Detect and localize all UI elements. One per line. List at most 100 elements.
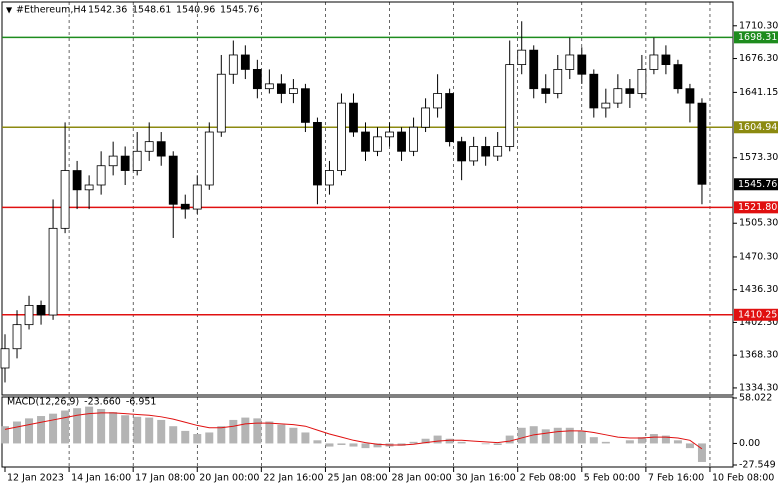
menu-arrow[interactable]: ▼ bbox=[6, 6, 13, 15]
candle-body bbox=[637, 69, 647, 94]
macd-bar bbox=[157, 419, 166, 444]
candle-body bbox=[397, 131, 406, 152]
macd-bar bbox=[373, 443, 382, 448]
macd-bar bbox=[301, 432, 310, 444]
macd-bar bbox=[589, 437, 598, 444]
candle-body bbox=[409, 126, 418, 152]
level-label: 1698.31 bbox=[738, 32, 777, 43]
macd-bar bbox=[673, 440, 682, 444]
macd-bar bbox=[109, 412, 118, 444]
y-tick-label: 1402.30 bbox=[739, 317, 778, 328]
candle-body bbox=[505, 64, 515, 147]
macd-bar bbox=[433, 435, 442, 444]
candle-body bbox=[60, 170, 70, 229]
y-tick-label: 1470.30 bbox=[739, 251, 778, 262]
macd-bar bbox=[169, 426, 178, 444]
macd-bar bbox=[313, 440, 322, 444]
candle-body bbox=[216, 73, 226, 133]
macd-bar bbox=[325, 443, 334, 447]
candle-body bbox=[72, 170, 82, 191]
y-tick-label: 1573.30 bbox=[739, 152, 778, 163]
macd-bar bbox=[181, 430, 190, 444]
candle-body bbox=[517, 49, 527, 66]
candle-body bbox=[325, 170, 334, 186]
header-value: 1548.61 bbox=[132, 5, 171, 16]
candle-body bbox=[493, 146, 503, 157]
macd-bar bbox=[409, 441, 418, 444]
candle-body bbox=[457, 141, 467, 162]
level-label: 1521.80 bbox=[738, 202, 777, 213]
x-tick-label: 28 Jan 00:00 bbox=[392, 473, 452, 484]
macd-bar bbox=[349, 443, 358, 447]
macd-value: -6.951 bbox=[126, 397, 157, 408]
candle-body bbox=[48, 227, 58, 316]
candle-body bbox=[589, 73, 599, 109]
candle-body bbox=[601, 102, 611, 109]
x-tick-label: 5 Feb 00:00 bbox=[584, 473, 640, 484]
candle-body bbox=[337, 102, 346, 171]
y-tick-label: 1368.30 bbox=[739, 350, 778, 361]
x-tick-label: 12 Jan 2023 bbox=[7, 473, 64, 484]
x-tick-label: 14 Jan 16:00 bbox=[71, 473, 131, 484]
macd-bar bbox=[49, 413, 58, 444]
macd-bar bbox=[565, 427, 574, 444]
macd-bar bbox=[217, 426, 226, 444]
y-tick-label: 1334.30 bbox=[739, 382, 778, 393]
candle-body bbox=[264, 83, 274, 90]
macd-bar bbox=[505, 435, 514, 444]
level-label-box bbox=[734, 31, 778, 44]
macd-bar bbox=[73, 408, 82, 444]
macd-bar bbox=[85, 406, 94, 444]
macd-bar bbox=[601, 441, 610, 444]
macd-bar bbox=[457, 441, 466, 444]
candle-body bbox=[685, 88, 695, 104]
macd-bar bbox=[229, 419, 238, 444]
x-tick-label: 17 Jan 08:00 bbox=[135, 473, 195, 484]
candle-body bbox=[192, 184, 202, 210]
macd-bar bbox=[649, 434, 658, 444]
level-label-box bbox=[734, 121, 778, 134]
candle-body bbox=[144, 141, 154, 152]
x-tick-label: 7 Feb 16:00 bbox=[648, 473, 704, 484]
y-tick-label: 1710.30 bbox=[739, 20, 778, 31]
x-tick-label: 30 Jan 16:00 bbox=[456, 473, 516, 484]
candle-body bbox=[445, 93, 455, 143]
candle-body bbox=[120, 155, 130, 171]
macd-bar bbox=[121, 415, 130, 444]
macd-bar bbox=[361, 443, 370, 449]
macd-bar bbox=[97, 408, 106, 444]
candle-body bbox=[661, 54, 671, 66]
macd-bar bbox=[25, 418, 34, 444]
candle-body bbox=[565, 54, 575, 70]
macd-bar bbox=[637, 437, 646, 444]
last-price-box bbox=[734, 178, 778, 191]
x-tick-label: 22 Jan 16:00 bbox=[263, 473, 323, 484]
x-tick-label: 2 Feb 08:00 bbox=[520, 473, 576, 484]
header-value: 1542.36 bbox=[88, 5, 127, 16]
candle-body bbox=[361, 131, 370, 152]
candle-body bbox=[541, 88, 551, 94]
macd-bar bbox=[61, 410, 70, 444]
candle-body bbox=[12, 324, 22, 350]
macd-bar bbox=[625, 440, 634, 444]
candle-body bbox=[96, 165, 106, 186]
macd-title: MACD(12,26,9) bbox=[7, 397, 79, 408]
candle-body bbox=[0, 348, 10, 369]
chart-title: #Ethereum,H4 bbox=[16, 5, 87, 16]
candle-body bbox=[252, 69, 262, 90]
candle-body bbox=[421, 107, 430, 128]
macd-bar bbox=[493, 443, 502, 445]
candle-body bbox=[288, 88, 298, 94]
y-tick-label: 1641.15 bbox=[739, 87, 778, 98]
candle-body bbox=[625, 88, 635, 94]
candle-body bbox=[24, 304, 34, 326]
macd-bar bbox=[277, 424, 286, 444]
candle-body bbox=[180, 203, 190, 210]
level-label-box bbox=[734, 308, 778, 321]
macd-bar bbox=[445, 438, 454, 444]
macd-bar bbox=[241, 417, 250, 444]
candle-body bbox=[373, 136, 382, 152]
y-tick-label: 1676.30 bbox=[739, 53, 778, 64]
y-tick-label: 1436.30 bbox=[739, 284, 778, 295]
candle-body bbox=[529, 49, 539, 90]
